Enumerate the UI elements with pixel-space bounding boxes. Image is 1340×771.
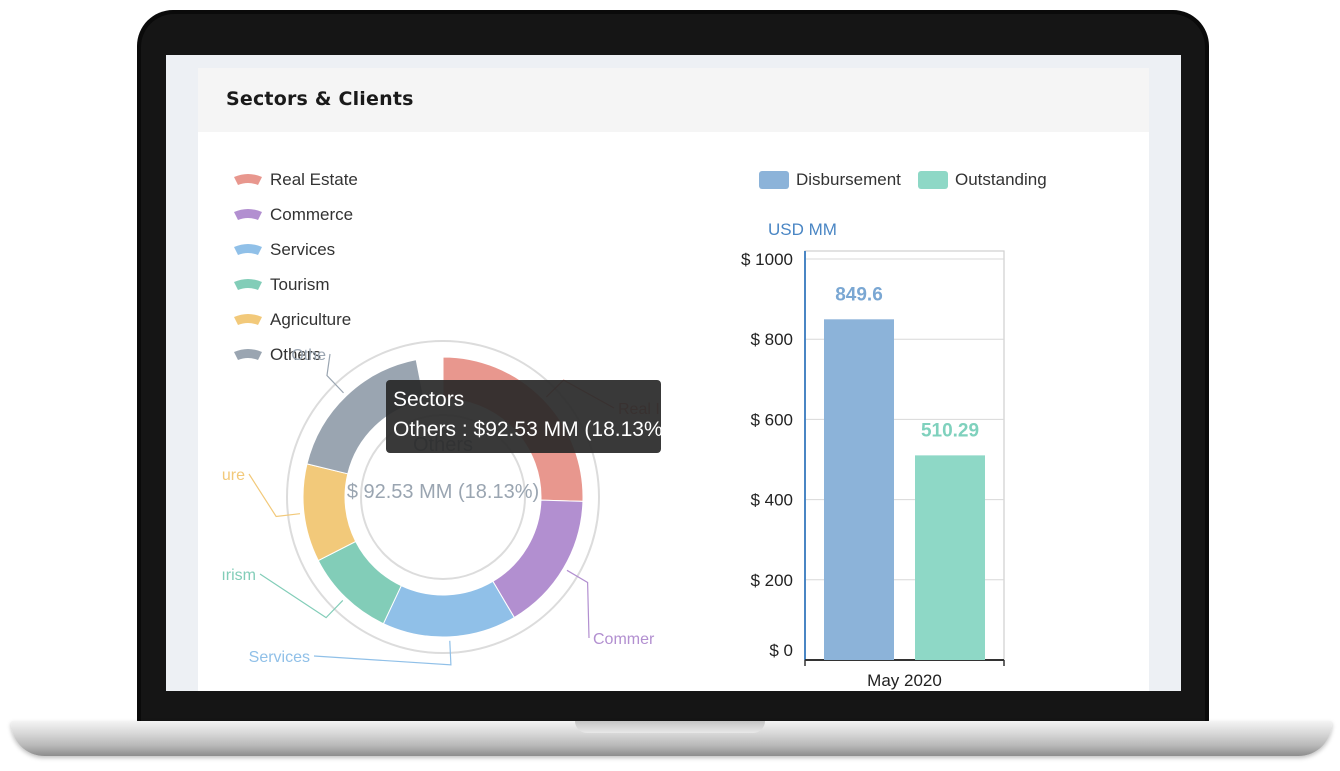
legend-label: Services [270,240,336,259]
charts-canvas: Real ICommerServicesırismureOtheOthers$ … [221,220,1005,690]
legend-label: Real Estate [270,170,358,189]
legend-item-real-estate[interactable]: Real Estate [234,169,358,191]
legend-item-others[interactable]: Others [234,344,321,366]
chart-tooltip: Sectors Others : $92.53 MM (18.13%) [386,380,670,453]
y-tick-label: $ 800 [750,330,793,349]
card-header: Sectors & Clients [198,68,1149,132]
legend-label: Others [270,345,322,364]
legend-swatch [234,314,262,325]
legend-item-agriculture[interactable]: Agriculture [234,309,351,331]
y-tick-label: $ 200 [750,571,793,590]
leader-line [259,573,344,619]
sectors-clients-card: Sectors & Clients Real Estate Commerce Ser… [198,68,1149,691]
legend-label: Commerce [270,205,354,224]
donut-outer-ring [286,340,600,654]
leader-line [248,473,301,518]
legend-item-tourism[interactable]: Tourism [234,274,330,296]
legend-item-services[interactable]: Services [234,239,335,261]
laptop-notch [575,721,765,733]
bar-disbursement [824,319,894,660]
legend-swatch [234,279,262,290]
leader-line [313,640,452,666]
disbursement-swatch [759,171,789,189]
slice-outer-label: ırism [221,567,256,584]
y-tick-label: $ 600 [750,410,793,429]
legend-label: Disbursement [796,170,901,189]
tooltip-title: Sectors [393,388,465,411]
card-title: Sectors & Clients [226,88,414,110]
donut-slice-commerce [492,499,584,619]
legend-item-outstanding[interactable]: Outstanding [918,169,1047,191]
legend-label: Outstanding [955,170,1047,189]
bar-outstanding [915,455,985,660]
donut-center-value: $ 92.53 MM (18.13%) [347,481,539,503]
legend-label: Agriculture [270,310,352,329]
donut-slice-agriculture [302,463,357,562]
bar-value-label: 510.29 [921,420,979,441]
y-axis-title: USD MM [768,220,837,239]
x-tick-label: May 2020 [867,671,942,690]
y-tick-label: $ 400 [750,491,793,510]
slice-outer-label: Services [249,649,310,666]
y-tick-label: $ 0 [769,641,793,660]
slice-outer-label: ure [222,467,245,484]
legend-swatch [234,349,262,360]
y-tick-label: $ 1000 [741,250,793,269]
laptop-screen: Sectors & Clients Real Estate Commerce Ser… [166,55,1181,691]
legend-swatch [234,209,262,220]
leader-line [326,353,344,394]
legend-swatch [234,244,262,255]
legend-label: Tourism [270,275,330,294]
legend-item-commerce[interactable]: Commerce [234,204,353,226]
outstanding-swatch [918,171,948,189]
leader-line [566,569,590,639]
tooltip-value: Others : $92.53 MM (18.13%) [393,418,670,441]
legend-swatch [234,174,262,185]
slice-outer-label: Othe [291,347,326,364]
slice-outer-label: Commer [593,631,655,648]
legend-item-disbursement[interactable]: Disbursement [759,169,901,191]
bar-value-label: 849.6 [835,284,883,305]
donut-slice-services [382,580,515,638]
